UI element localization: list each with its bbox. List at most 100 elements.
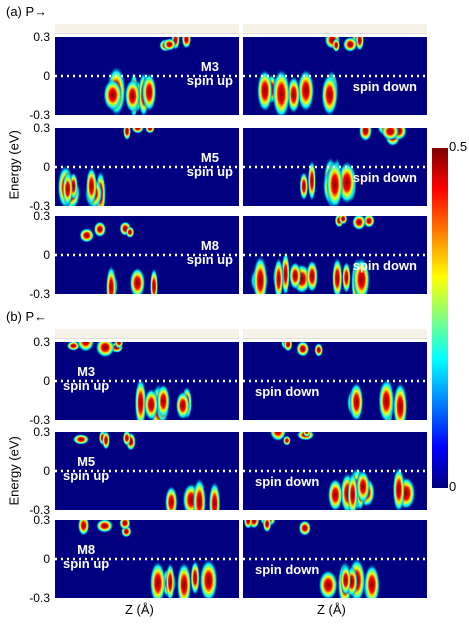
- density-blob: [181, 37, 192, 49]
- heatmap-svg: [243, 128, 427, 206]
- model-label: M3: [200, 59, 219, 74]
- density-blob: [95, 342, 115, 358]
- spin-up-label: M8 spin up: [63, 543, 109, 571]
- y-tick-label: -0.3: [29, 503, 50, 517]
- spin-up-text: spin up: [63, 556, 110, 571]
- heatmap-panel-spin-up: M3 spin up: [55, 37, 239, 115]
- density-blob: [283, 342, 293, 352]
- density-blob: [349, 381, 364, 420]
- spin-up-label: M8 spin up: [187, 239, 233, 267]
- density-blob: [77, 520, 90, 536]
- heatmap-svg: [55, 342, 239, 420]
- spin-up-label: M5 spin up: [63, 455, 109, 483]
- spin-down-label: spin down: [352, 79, 417, 94]
- xlabel-left: Z (Å): [125, 602, 154, 617]
- density-blob: [314, 342, 324, 358]
- density-blob: [175, 390, 190, 420]
- y-tick-label: 0: [43, 464, 50, 478]
- density-blob: [352, 257, 371, 294]
- section-label-a: (a) P→: [6, 4, 48, 19]
- heatmap-panel-spin-down: spin down: [243, 216, 427, 294]
- density-blob: [341, 261, 351, 294]
- y-tick-label: -0.3: [29, 413, 50, 427]
- model-label: M5: [200, 150, 219, 165]
- spin-down-label: spin down: [255, 562, 320, 577]
- density-blob: [156, 383, 171, 419]
- density-blob: [124, 78, 141, 114]
- colorbar-min-label: 0: [449, 479, 457, 494]
- density-blob: [392, 381, 408, 420]
- density-blob: [190, 560, 200, 596]
- colorbar: [432, 148, 448, 488]
- density-blob: [338, 216, 348, 225]
- model-label: M3: [77, 364, 96, 379]
- heatmap-svg: [55, 128, 239, 206]
- density-blob: [302, 432, 311, 438]
- density-blob: [299, 171, 309, 201]
- model-label: M8: [200, 238, 219, 253]
- density-blob: [162, 38, 177, 51]
- y-tick-label: 0: [43, 374, 50, 388]
- density-blob: [164, 485, 178, 510]
- y-tick-label: 0.3: [33, 121, 50, 135]
- y-tick-label: 0: [43, 69, 50, 83]
- density-blob: [72, 434, 90, 445]
- density-blob: [342, 37, 358, 53]
- density-blob: [287, 75, 301, 115]
- xlabel-right: Z (Å): [317, 602, 346, 617]
- spin-down-label: spin down: [255, 474, 320, 489]
- density-blob: [363, 216, 375, 228]
- structure-strip-b-right: [243, 329, 427, 339]
- density-blob: [318, 569, 339, 598]
- density-blob: [114, 342, 124, 349]
- density-blob: [119, 520, 131, 530]
- density-blob: [176, 561, 192, 598]
- density-blob: [101, 432, 111, 450]
- heatmap-svg: [55, 221, 239, 294]
- density-blob: [199, 558, 218, 598]
- model-label: M5: [77, 454, 96, 469]
- heatmap-panel-spin-up: M8 spin up: [55, 520, 239, 598]
- density-blob: [272, 68, 291, 115]
- density-blob: [297, 68, 315, 113]
- y-tick-label: -0.3: [29, 199, 50, 213]
- model-label: M8: [77, 542, 96, 557]
- heatmap-panel-spin-down: spin down: [243, 432, 427, 510]
- spin-down-label: spin down: [255, 384, 320, 399]
- density-blob: [331, 256, 343, 294]
- density-blob: [252, 254, 268, 294]
- density-blob: [321, 73, 339, 115]
- density-blob: [288, 261, 302, 291]
- density-blob: [143, 388, 159, 420]
- heatmap-panel-spin-down: spin down: [243, 342, 427, 420]
- density-blob: [355, 469, 371, 504]
- density-blob: [141, 72, 157, 113]
- spin-up-label: M3 spin up: [187, 60, 233, 88]
- density-blob: [355, 37, 365, 52]
- heatmap-svg: [55, 432, 239, 510]
- heatmap-svg: [55, 37, 239, 115]
- spin-down-label: spin down: [352, 258, 417, 273]
- density-blob: [256, 69, 273, 113]
- density-blob: [347, 472, 359, 510]
- density-blob: [273, 256, 284, 294]
- density-blob: [208, 480, 221, 510]
- heatmap-panel-spin-down: spin down: [243, 520, 427, 598]
- heatmap-panel-spin-up: M5 spin up: [55, 432, 239, 510]
- density-blob: [134, 377, 147, 420]
- density-blob: [326, 159, 344, 206]
- spin-up-text: spin up: [63, 468, 110, 483]
- heatmap-svg: [55, 520, 239, 598]
- spin-up-text: spin up: [186, 252, 233, 267]
- density-blob: [131, 128, 145, 134]
- density-blob: [66, 342, 81, 351]
- density-blob: [95, 520, 114, 533]
- y-tick-label: 0.3: [33, 425, 50, 439]
- spin-up-text: spin up: [186, 73, 233, 88]
- heatmap-panel-spin-up: M8 spin up: [55, 216, 239, 294]
- density-blob: [192, 477, 207, 510]
- heatmap-svg: [243, 432, 427, 510]
- density-blob: [243, 520, 253, 530]
- heatmap-svg: [243, 37, 427, 115]
- y-tick-label: 0.3: [33, 513, 50, 527]
